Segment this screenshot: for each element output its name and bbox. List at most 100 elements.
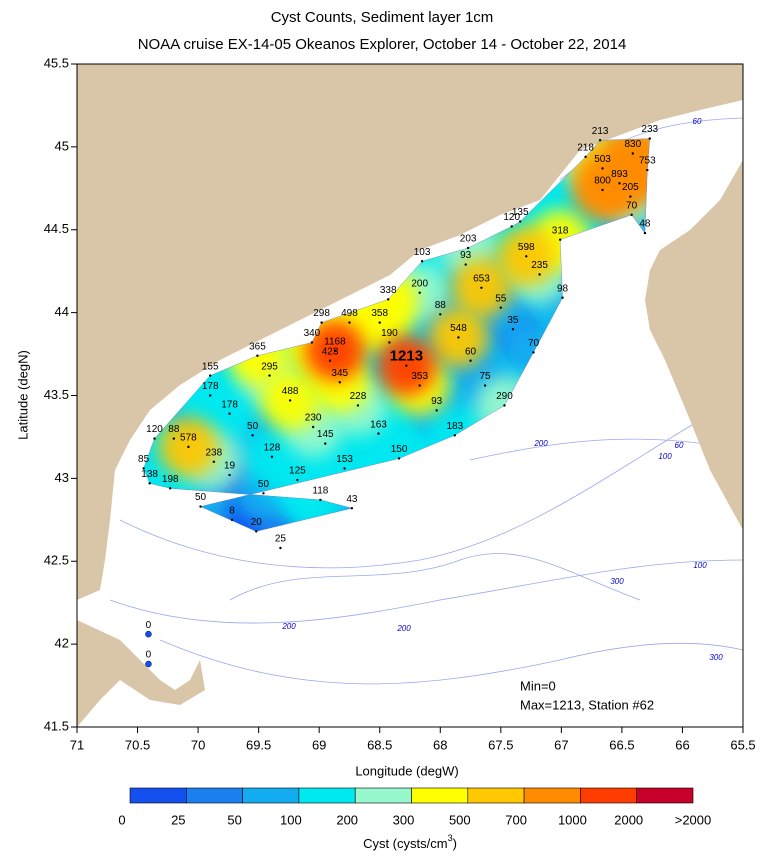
station-label: 138 bbox=[141, 469, 158, 480]
station-label: 205 bbox=[622, 182, 639, 193]
title: Cyst Counts, Sediment layer 1cm bbox=[271, 9, 494, 26]
colorbar-swatch bbox=[129, 787, 187, 804]
station-dot bbox=[311, 425, 315, 429]
station-dot bbox=[268, 374, 271, 377]
station-label: 1168 bbox=[324, 336, 346, 347]
station-label: 145 bbox=[317, 429, 334, 440]
station-label: 345 bbox=[331, 368, 348, 379]
station-label: 298 bbox=[313, 308, 330, 319]
x-tick-label: 66.5 bbox=[609, 737, 634, 752]
station-dot bbox=[601, 167, 604, 170]
colorbar-tick-label: 0 bbox=[118, 812, 125, 827]
station-label: 233 bbox=[641, 124, 658, 135]
station-label: 50 bbox=[195, 492, 207, 503]
colorbar-overflow-label: >2000 bbox=[675, 812, 712, 827]
station-dot bbox=[212, 460, 216, 463]
station-label: 1213 bbox=[390, 348, 423, 365]
colorbar-swatch bbox=[523, 787, 581, 804]
station-dot bbox=[142, 467, 145, 470]
colorbar-tick-label: 500 bbox=[449, 812, 471, 827]
station-dot bbox=[518, 220, 522, 223]
station-dot bbox=[397, 457, 401, 460]
station-dot bbox=[324, 442, 327, 445]
station-dot bbox=[584, 155, 587, 159]
y-tick-label: 43.5 bbox=[44, 387, 69, 402]
station-label: 238 bbox=[205, 447, 222, 458]
station-dot bbox=[510, 225, 513, 228]
station-dot bbox=[630, 213, 633, 217]
station-dot bbox=[228, 412, 231, 415]
station-label: 70 bbox=[528, 338, 540, 349]
x-tick-label: 68 bbox=[433, 737, 447, 752]
x-axis-label: Longitude (degW) bbox=[355, 763, 458, 778]
x-tick-label: 69 bbox=[312, 737, 326, 752]
station-dot bbox=[319, 498, 322, 502]
contour-label: 200 bbox=[533, 439, 548, 448]
x-tick-label: 71 bbox=[70, 737, 84, 752]
station-dot bbox=[338, 381, 341, 384]
station-label: 55 bbox=[495, 293, 507, 304]
station-dot bbox=[439, 313, 442, 316]
station-dot bbox=[648, 137, 651, 140]
station-label: 548 bbox=[450, 323, 467, 334]
station-dot bbox=[288, 399, 292, 402]
land bbox=[77, 64, 743, 727]
station-dot bbox=[503, 404, 506, 407]
station-label: 135 bbox=[512, 207, 529, 218]
station-dot bbox=[420, 260, 424, 263]
station-label: 290 bbox=[496, 391, 513, 402]
station-label: 213 bbox=[592, 126, 609, 137]
colorbar-swatch bbox=[242, 787, 300, 804]
station-label: 19 bbox=[224, 461, 236, 472]
station-label: 88 bbox=[435, 300, 447, 311]
station-dot bbox=[435, 409, 438, 412]
station-label: 338 bbox=[380, 285, 397, 296]
station-dot bbox=[418, 384, 421, 387]
station-label: 85 bbox=[138, 454, 150, 465]
station-label: 358 bbox=[371, 308, 388, 319]
station-label: 318 bbox=[552, 225, 569, 236]
station-label: 893 bbox=[611, 169, 628, 180]
station-dot bbox=[601, 188, 604, 192]
contour-label: 100 bbox=[658, 452, 672, 461]
station-dot bbox=[538, 273, 541, 276]
x-tick-label: 70 bbox=[191, 737, 205, 752]
colorbar-swatch bbox=[580, 787, 638, 804]
station-label: 93 bbox=[431, 396, 443, 407]
station-dot bbox=[230, 518, 234, 522]
station-dot bbox=[525, 255, 528, 258]
contour-label: 60 bbox=[693, 117, 702, 126]
y-tick-label: 43 bbox=[55, 470, 69, 485]
station-dot bbox=[333, 349, 337, 352]
contour-label: 300 bbox=[709, 653, 723, 662]
station-dot bbox=[148, 482, 151, 485]
colorbar-label-end: ) bbox=[453, 836, 457, 851]
colorbar-tick-label: 1000 bbox=[558, 812, 587, 827]
station-label: 753 bbox=[639, 156, 656, 167]
y-tick-label: 45 bbox=[55, 138, 69, 153]
station-dot bbox=[343, 467, 346, 470]
station-label: 800 bbox=[594, 176, 611, 187]
station-label: 198 bbox=[162, 474, 179, 485]
station-label: 70 bbox=[626, 200, 638, 211]
station-dot bbox=[255, 530, 258, 533]
station-label: 103 bbox=[414, 247, 431, 258]
station-label: 93 bbox=[460, 250, 472, 261]
colorbar-swatch bbox=[298, 787, 356, 804]
x-tick-label: 65.5 bbox=[730, 737, 755, 752]
x-tick-label: 67.5 bbox=[488, 737, 513, 752]
station-label: 155 bbox=[202, 361, 219, 372]
station-dot bbox=[387, 298, 390, 301]
station-label: 228 bbox=[350, 391, 367, 402]
station-dot bbox=[646, 168, 649, 172]
station-label: 830 bbox=[624, 139, 641, 150]
station-label: 578 bbox=[180, 433, 197, 444]
y-axis-label: Latitude (degN) bbox=[15, 350, 30, 440]
colorbar-swatch bbox=[636, 787, 694, 804]
station-dot bbox=[631, 152, 635, 155]
station-dot bbox=[145, 660, 152, 668]
y-tick-label: 42.5 bbox=[44, 553, 69, 568]
station-label: 20 bbox=[251, 517, 263, 528]
station-label: 48 bbox=[639, 219, 651, 230]
